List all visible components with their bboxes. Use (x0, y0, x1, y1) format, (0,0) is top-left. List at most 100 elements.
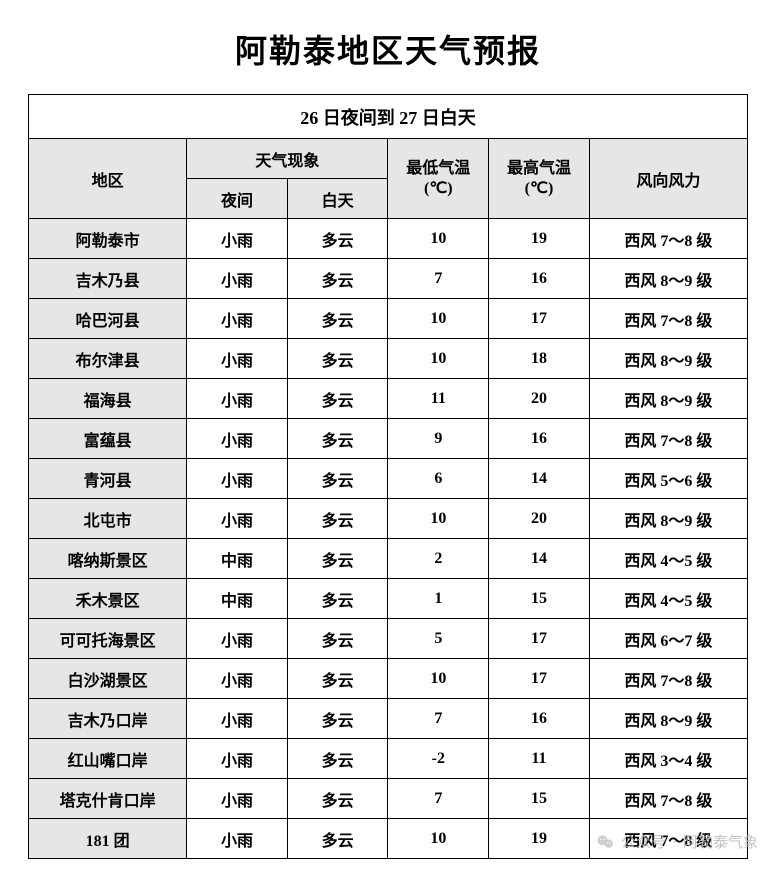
table-row: 富蕴县小雨多云916西风 7～8 级 (29, 419, 748, 459)
cell-low-temp: 7 (388, 779, 489, 819)
cell-day: 多云 (287, 579, 388, 619)
col-header-day: 白天 (287, 179, 388, 219)
cell-region: 阿勒泰市 (29, 219, 187, 259)
cell-region: 塔克什肯口岸 (29, 779, 187, 819)
cell-low-temp: 9 (388, 419, 489, 459)
cell-high-temp: 17 (489, 619, 590, 659)
cell-day: 多云 (287, 339, 388, 379)
cell-region: 红山嘴口岸 (29, 739, 187, 779)
cell-night: 中雨 (187, 579, 288, 619)
cell-high-temp: 15 (489, 779, 590, 819)
cell-low-temp: 10 (388, 499, 489, 539)
cell-wind: 西风 5～6 级 (589, 459, 747, 499)
cell-region: 北屯市 (29, 499, 187, 539)
forecast-tbody: 阿勒泰市小雨多云1019西风 7～8 级吉木乃县小雨多云716西风 8～9 级哈… (29, 219, 748, 859)
cell-wind: 西风 4～5 级 (589, 579, 747, 619)
table-row: 阿勒泰市小雨多云1019西风 7～8 级 (29, 219, 748, 259)
cell-high-temp: 17 (489, 299, 590, 339)
table-row: 红山嘴口岸小雨多云-211西风 3～4 级 (29, 739, 748, 779)
cell-day: 多云 (287, 259, 388, 299)
cell-high-temp: 16 (489, 419, 590, 459)
cell-day: 多云 (287, 459, 388, 499)
col-header-high-temp: 最高气温 (℃) (489, 139, 590, 219)
watermark-source: 公众号 (621, 831, 666, 852)
table-row: 哈巴河县小雨多云1017西风 7～8 级 (29, 299, 748, 339)
forecast-table: 26 日夜间到 27 日白天 地区 天气现象 最低气温 (℃) 最高气温 (℃)… (28, 94, 748, 859)
cell-low-temp: 1 (388, 579, 489, 619)
page-title: 阿勒泰地区天气预报 (28, 26, 748, 72)
cell-day: 多云 (287, 419, 388, 459)
cell-high-temp: 19 (489, 819, 590, 859)
cell-region: 布尔津县 (29, 339, 187, 379)
table-row: 福海县小雨多云1120西风 8～9 级 (29, 379, 748, 419)
cell-wind: 西风 7～8 级 (589, 659, 747, 699)
cell-night: 小雨 (187, 339, 288, 379)
cell-day: 多云 (287, 819, 388, 859)
cell-region: 福海县 (29, 379, 187, 419)
cell-high-temp: 16 (489, 259, 590, 299)
cell-low-temp: 10 (388, 659, 489, 699)
cell-wind: 西风 3～4 级 (589, 739, 747, 779)
forecast-period-header: 26 日夜间到 27 日白天 (29, 95, 748, 139)
cell-low-temp: 10 (388, 819, 489, 859)
cell-day: 多云 (287, 619, 388, 659)
cell-low-temp: -2 (388, 739, 489, 779)
cell-region: 喀纳斯景区 (29, 539, 187, 579)
cell-day: 多云 (287, 219, 388, 259)
cell-high-temp: 15 (489, 579, 590, 619)
table-row: 禾木景区中雨多云115西风 4～5 级 (29, 579, 748, 619)
table-row: 塔克什肯口岸小雨多云715西风 7～8 级 (29, 779, 748, 819)
cell-day: 多云 (287, 739, 388, 779)
cell-low-temp: 7 (388, 699, 489, 739)
table-row: 吉木乃县小雨多云716西风 8～9 级 (29, 259, 748, 299)
cell-low-temp: 10 (388, 339, 489, 379)
cell-wind: 西风 8～9 级 (589, 339, 747, 379)
cell-day: 多云 (287, 699, 388, 739)
cell-night: 小雨 (187, 819, 288, 859)
table-row: 白沙湖景区小雨多云1017西风 7～8 级 (29, 659, 748, 699)
cell-night: 小雨 (187, 299, 288, 339)
cell-high-temp: 17 (489, 659, 590, 699)
cell-low-temp: 11 (388, 379, 489, 419)
cell-low-temp: 10 (388, 299, 489, 339)
cell-night: 小雨 (187, 219, 288, 259)
cell-high-temp: 20 (489, 379, 590, 419)
cell-night: 小雨 (187, 419, 288, 459)
cell-wind: 西风 7～8 级 (589, 419, 747, 459)
cell-night: 小雨 (187, 379, 288, 419)
cell-high-temp: 19 (489, 219, 590, 259)
cell-region: 白沙湖景区 (29, 659, 187, 699)
cell-high-temp: 14 (489, 539, 590, 579)
cell-wind: 西风 8～9 级 (589, 699, 747, 739)
cell-region: 181 团 (29, 819, 187, 859)
col-header-wind: 风向风力 (589, 139, 747, 219)
wechat-icon (595, 832, 615, 852)
table-row: 青河县小雨多云614西风 5～6 级 (29, 459, 748, 499)
cell-region: 吉木乃口岸 (29, 699, 187, 739)
cell-night: 小雨 (187, 779, 288, 819)
cell-day: 多云 (287, 379, 388, 419)
cell-day: 多云 (287, 499, 388, 539)
cell-night: 小雨 (187, 459, 288, 499)
cell-region: 禾木景区 (29, 579, 187, 619)
cell-day: 多云 (287, 659, 388, 699)
cell-wind: 西风 4～5 级 (589, 539, 747, 579)
cell-wind: 西风 8～9 级 (589, 379, 747, 419)
cell-high-temp: 20 (489, 499, 590, 539)
cell-wind: 西风 7～8 级 (589, 219, 747, 259)
table-row: 喀纳斯景区中雨多云214西风 4～5 级 (29, 539, 748, 579)
watermark-sep: · (672, 833, 677, 850)
table-row: 北屯市小雨多云1020西风 8～9 级 (29, 499, 748, 539)
cell-low-temp: 6 (388, 459, 489, 499)
cell-region: 青河县 (29, 459, 187, 499)
cell-region: 吉木乃县 (29, 259, 187, 299)
table-row: 吉木乃口岸小雨多云716西风 8～9 级 (29, 699, 748, 739)
cell-night: 小雨 (187, 499, 288, 539)
cell-wind: 西风 7～8 级 (589, 299, 747, 339)
table-row: 可可托海景区小雨多云517西风 6～7 级 (29, 619, 748, 659)
cell-region: 哈巴河县 (29, 299, 187, 339)
cell-day: 多云 (287, 299, 388, 339)
cell-high-temp: 18 (489, 339, 590, 379)
cell-night: 小雨 (187, 739, 288, 779)
col-header-region: 地区 (29, 139, 187, 219)
